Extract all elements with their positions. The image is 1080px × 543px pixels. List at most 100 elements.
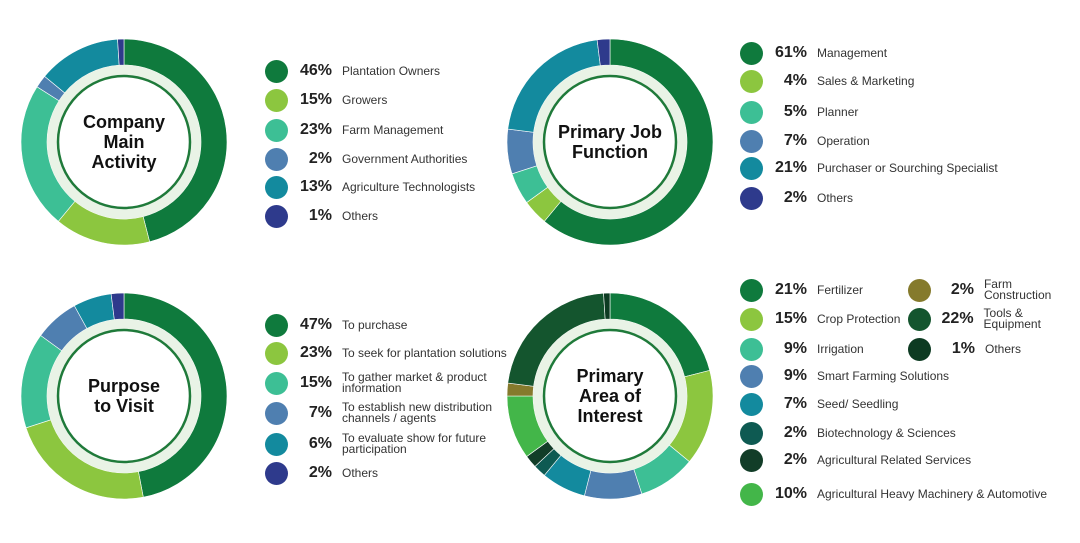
chart-title-line: Company [83,112,165,132]
legend-item: 10% Agricultural Heavy Machinery & Automo… [740,480,1047,508]
legend-swatch [908,337,931,361]
chart-title-line: Primary [576,366,643,386]
legend-swatch [265,401,288,425]
legend-item: 21% Fertilizer [740,276,863,304]
legend-swatch [740,482,763,506]
legend-label: Operation [817,133,870,148]
legend-item: 21% Purchaser or Sourching Specialist [740,154,998,182]
center-disc [542,328,678,464]
chart-title-line: Area of [579,386,642,406]
legend-label: Agricultural Related Services [817,452,972,467]
legend-percent: 4% [783,72,807,89]
legend-label: Farm Management [342,122,444,137]
legend-label: Smart Farming Solutions [817,368,950,383]
legend-item: 1% Others [265,202,378,230]
legend-label: Agricultural Heavy Machinery & Automotiv… [817,486,1048,501]
legend-percent: 15% [299,91,332,108]
legend-percent: 9% [783,367,807,384]
legend-swatch [265,118,288,142]
legend-item: 15% Growers [265,86,387,114]
legend-label: Others [342,208,379,223]
legend-item: 2% Biotechnology & Sciences [740,419,956,447]
legend-swatch [908,307,931,331]
legend-item: 2% Agricultural Related Services [740,446,971,474]
legend-item: 47% To purchase [265,311,407,339]
legend-percent: 10% [774,485,807,502]
legend-item: 13% Agriculture Technologists [265,173,475,201]
legend-swatch [740,186,763,210]
legend-percent: 15% [774,310,807,327]
center-disc [56,328,192,464]
legend-label: Agriculture Technologists [342,179,476,194]
legend-swatch [265,461,288,485]
legend-item: 7% Operation [740,127,870,155]
chart-title-line: to Visit [94,396,154,416]
legend-swatch [740,129,763,153]
legend-swatch [740,421,763,445]
legend-swatch [740,307,763,331]
legend-percent: 7% [783,395,807,412]
legend-label: Plantation Owners [342,63,441,78]
legend-label: To purchase [342,317,408,332]
legend-swatch [740,156,763,180]
legend-percent: 23% [299,344,332,361]
chart-title-line: Activity [91,152,156,172]
legend-label: To establish new distribution channels / … [342,400,493,425]
legend-item: 61% Management [740,39,887,67]
legend-percent: 2% [783,189,807,206]
legend-swatch [740,69,763,93]
legend-item: 23% To seek for plantation solutions [265,339,507,367]
legend-item: 7% To establish new distribution channels … [265,399,492,427]
legend-swatch [265,88,288,112]
legend-swatch [265,59,288,83]
legend-percent: 6% [308,435,332,452]
legend-label: Others [985,341,1022,356]
legend-item: 22% Tools & Equipment [908,305,1080,333]
chart-title-line: Function [572,142,648,162]
legend-percent: 1% [308,207,332,224]
legend-swatch [265,147,288,171]
chart-title-line: Purpose [88,376,160,396]
legend-percent: 47% [299,316,332,333]
legend-label: Management [817,45,888,60]
legend-percent: 2% [950,281,974,298]
legend-swatch [740,100,763,124]
legend-label: Farm Construction [983,277,1052,302]
legend-item: 9% Irrigation [740,335,864,363]
legend-item: 2% Government Authorities [265,145,467,173]
chart-title-line: Primary Job [558,122,662,142]
legend-swatch [740,364,763,388]
legend-percent: 7% [783,132,807,149]
legend-percent: 13% [299,178,332,195]
legend-item: 4% Sales & Marketing [740,67,914,95]
legend-percent: 5% [783,103,807,120]
center-disc [56,74,192,210]
legend-percent: 61% [774,44,807,61]
legend-label: To gather market & product information [342,370,487,395]
legend-item: 15% Crop Protection [740,305,900,333]
legend-label: To evaluate show for future participation [342,431,487,456]
legend-item: 2% Others [740,184,853,212]
legend-label: Seed/ Seedling [817,396,899,411]
legend-item: 15% To gather market & product information [265,369,487,397]
legend-swatch [265,175,288,199]
legend-swatch [265,204,288,228]
legend-label: Others [817,190,854,205]
legend-swatch [740,448,763,472]
legend-label: Tools & Equipment [983,306,1041,331]
legend-label: Crop Protection [817,311,901,326]
legend-percent: 23% [299,121,332,138]
legend-label: Biotechnology & Sciences [817,425,956,440]
legend-percent: 7% [308,404,332,421]
donut-slice-4 [584,468,643,500]
legend-swatch [265,313,288,337]
legend-percent: 2% [308,464,332,481]
legend-swatch [265,371,288,395]
legend-swatch [265,432,288,456]
legend-percent: 15% [299,374,332,391]
legend-swatch [265,341,288,365]
legend-percent: 21% [774,159,807,176]
